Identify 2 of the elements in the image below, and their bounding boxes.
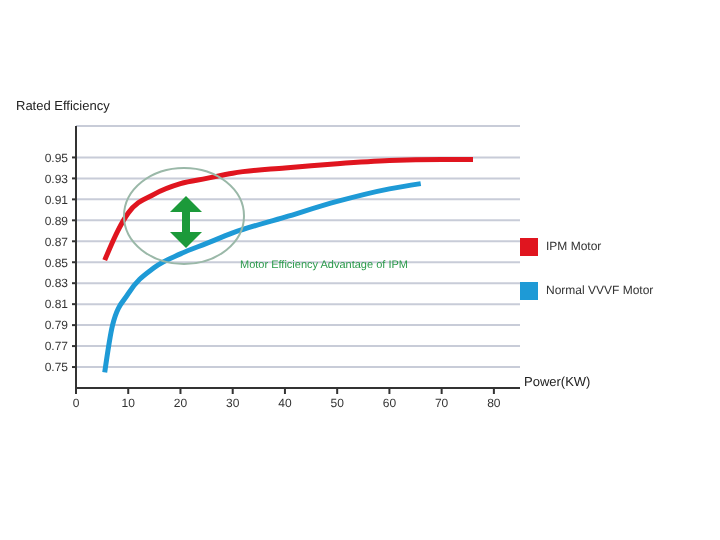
line-series — [102, 181, 424, 375]
line-series — [102, 157, 476, 263]
